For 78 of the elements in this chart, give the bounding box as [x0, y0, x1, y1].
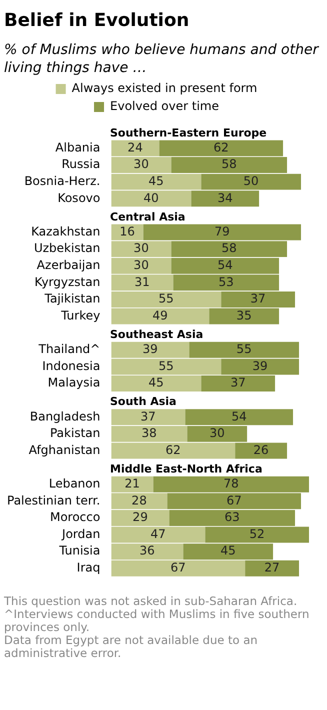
data-label: 53 [218, 274, 234, 289]
data-label: 45 [148, 174, 164, 188]
y-tick-label: South Asia [110, 395, 176, 408]
data-label: 58 [221, 157, 237, 172]
data-label: 45 [148, 376, 164, 390]
y-tick-label: Pakistan [50, 426, 100, 440]
data-label: 39 [252, 358, 268, 373]
data-label: 39 [142, 342, 158, 356]
data-label: 21 [124, 476, 140, 490]
data-label: 38 [142, 426, 157, 440]
text: Data from Egypt are not available due to an administrative error. [4, 633, 259, 660]
data-label: 28 [132, 493, 147, 508]
y-tick-label: Albania [55, 140, 100, 154]
data-label: 40 [144, 190, 159, 205]
data-label: 30 [134, 258, 149, 272]
data-label: 34 [217, 190, 233, 205]
y-tick-label: Uzbekistan [34, 241, 100, 256]
data-label: 31 [134, 274, 150, 289]
data-label: 55 [236, 342, 252, 356]
data-label: 45 [220, 544, 236, 558]
data-label: 35 [236, 308, 252, 322]
data-label: 27 [264, 560, 280, 575]
data-label: 26 [253, 442, 269, 457]
y-tick-label: Bangladesh [30, 409, 100, 424]
data-label: 55 [158, 292, 174, 306]
legend-label: Always existed in present form [72, 81, 258, 96]
data-label: 67 [170, 560, 186, 575]
y-tick-label: Indonesia [42, 358, 100, 373]
y-tick-label: Southern-Eastern Europe [110, 126, 267, 140]
y-tick-label: Iraq [76, 560, 100, 575]
y-tick-label: Kyrgyzstan [34, 274, 100, 289]
y-tick-label: Malaysia [48, 376, 100, 390]
y-tick-label: Kazakhstan [31, 224, 100, 238]
data-label: 49 [152, 308, 168, 322]
y-tick-label: Azerbaijan [36, 258, 100, 272]
y-tick-label: Morocco [50, 510, 100, 524]
text: ^Interviews conducted with Muslims in five southern provinces only. [4, 607, 310, 634]
y-tick-label: Middle East-North Africa [110, 462, 262, 476]
y-tick-label: Southeast Asia [110, 328, 204, 341]
y-tick-label: Bosnia-Herz. [24, 174, 100, 188]
data-label: 36 [140, 544, 155, 558]
data-label: 37 [250, 292, 266, 306]
data-label: 30 [134, 157, 149, 172]
y-tick-label: Kosovo [58, 190, 100, 205]
data-label: 24 [128, 140, 143, 154]
y-tick-label: Tunisia [58, 544, 100, 558]
y-tick-label: Thailand^ [38, 342, 100, 356]
data-label: 67 [226, 493, 242, 508]
data-label: 50 [243, 174, 259, 188]
y-tick-label: Jordan [61, 526, 100, 541]
data-label: 55 [158, 358, 174, 373]
data-label: 29 [132, 510, 148, 524]
data-label: 16 [120, 224, 135, 238]
data-label: 54 [217, 258, 233, 272]
data-label: 79 [214, 224, 230, 238]
data-label: 47 [150, 526, 166, 541]
y-tick-label: Turkey [60, 308, 100, 322]
data-label: 54 [231, 409, 247, 424]
y-tick-label: Afghanistan [28, 442, 100, 457]
y-tick-label: Palestinian terr. [6, 493, 100, 508]
legend-label: Evolved over time [110, 99, 219, 114]
y-tick-label: Tajikistan [44, 292, 100, 306]
data-label: 30 [134, 241, 149, 256]
chart-subtitle: % of Muslims who believe humans and other living things have … [4, 41, 320, 77]
data-label: 30 [209, 426, 225, 440]
data-label: 63 [224, 510, 240, 524]
data-label: 58 [221, 241, 237, 256]
data-label: 62 [213, 140, 229, 154]
text: This question was not asked in sub-Saharan Africa. [4, 594, 298, 608]
data-label: 37 [140, 409, 156, 424]
y-tick-label: Central Asia [110, 210, 186, 224]
y-tick-label: Russia [62, 157, 100, 172]
data-label: 52 [249, 526, 265, 541]
data-label: 78 [223, 476, 239, 490]
data-label: 62 [166, 442, 181, 457]
data-label: 37 [230, 376, 246, 390]
chart-title: Belief in Evolution [4, 10, 190, 31]
y-tick-label: Lebanon [48, 476, 100, 490]
